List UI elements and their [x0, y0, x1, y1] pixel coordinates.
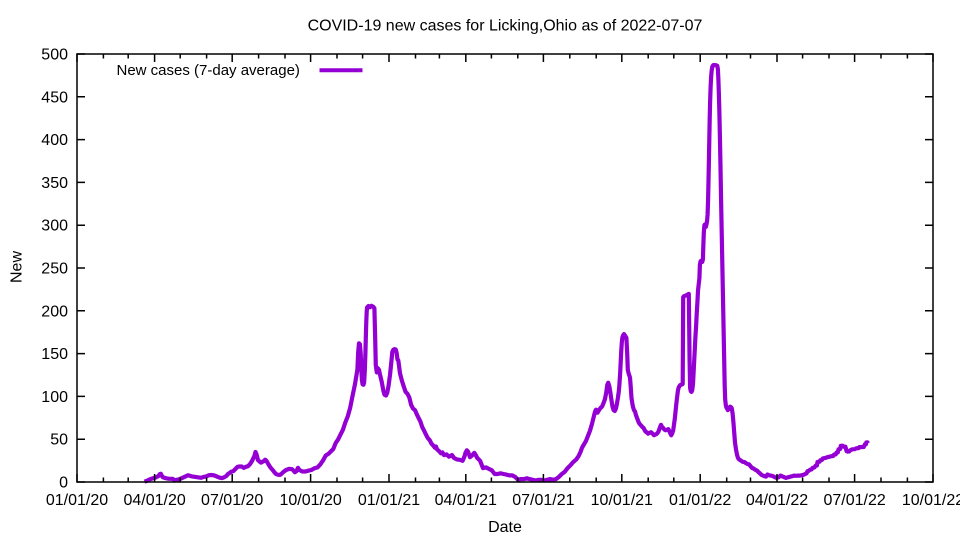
svg-text:200: 200	[41, 303, 68, 320]
svg-text:450: 450	[41, 89, 68, 106]
svg-text:10/01/20: 10/01/20	[279, 492, 341, 509]
svg-text:New cases (7-day average): New cases (7-day average)	[117, 62, 300, 79]
svg-text:04/01/21: 04/01/21	[435, 492, 497, 509]
svg-text:Date: Date	[488, 519, 522, 536]
svg-text:350: 350	[41, 175, 68, 192]
svg-text:150: 150	[41, 346, 68, 363]
svg-text:50: 50	[50, 432, 68, 449]
svg-text:400: 400	[41, 132, 68, 149]
svg-text:10/01/21: 10/01/21	[591, 492, 653, 509]
svg-text:100: 100	[41, 389, 68, 406]
svg-text:250: 250	[41, 261, 68, 278]
svg-text:0: 0	[59, 475, 68, 492]
svg-text:04/01/22: 04/01/22	[746, 492, 808, 509]
svg-text:07/01/22: 07/01/22	[823, 492, 885, 509]
svg-text:New: New	[9, 251, 26, 283]
svg-text:01/01/21: 01/01/21	[358, 492, 420, 509]
svg-text:07/01/21: 07/01/21	[512, 492, 574, 509]
svg-text:01/01/20: 01/01/20	[46, 492, 108, 509]
svg-text:500: 500	[41, 47, 68, 64]
svg-text:01/01/22: 01/01/22	[669, 492, 731, 509]
svg-text:300: 300	[41, 218, 68, 235]
svg-text:COVID-19 new cases for Licking: COVID-19 new cases for Licking,Ohio as o…	[308, 18, 703, 35]
svg-text:07/01/20: 07/01/20	[201, 492, 263, 509]
svg-text:04/01/20: 04/01/20	[123, 492, 185, 509]
svg-text:10/01/22: 10/01/22	[902, 492, 960, 509]
